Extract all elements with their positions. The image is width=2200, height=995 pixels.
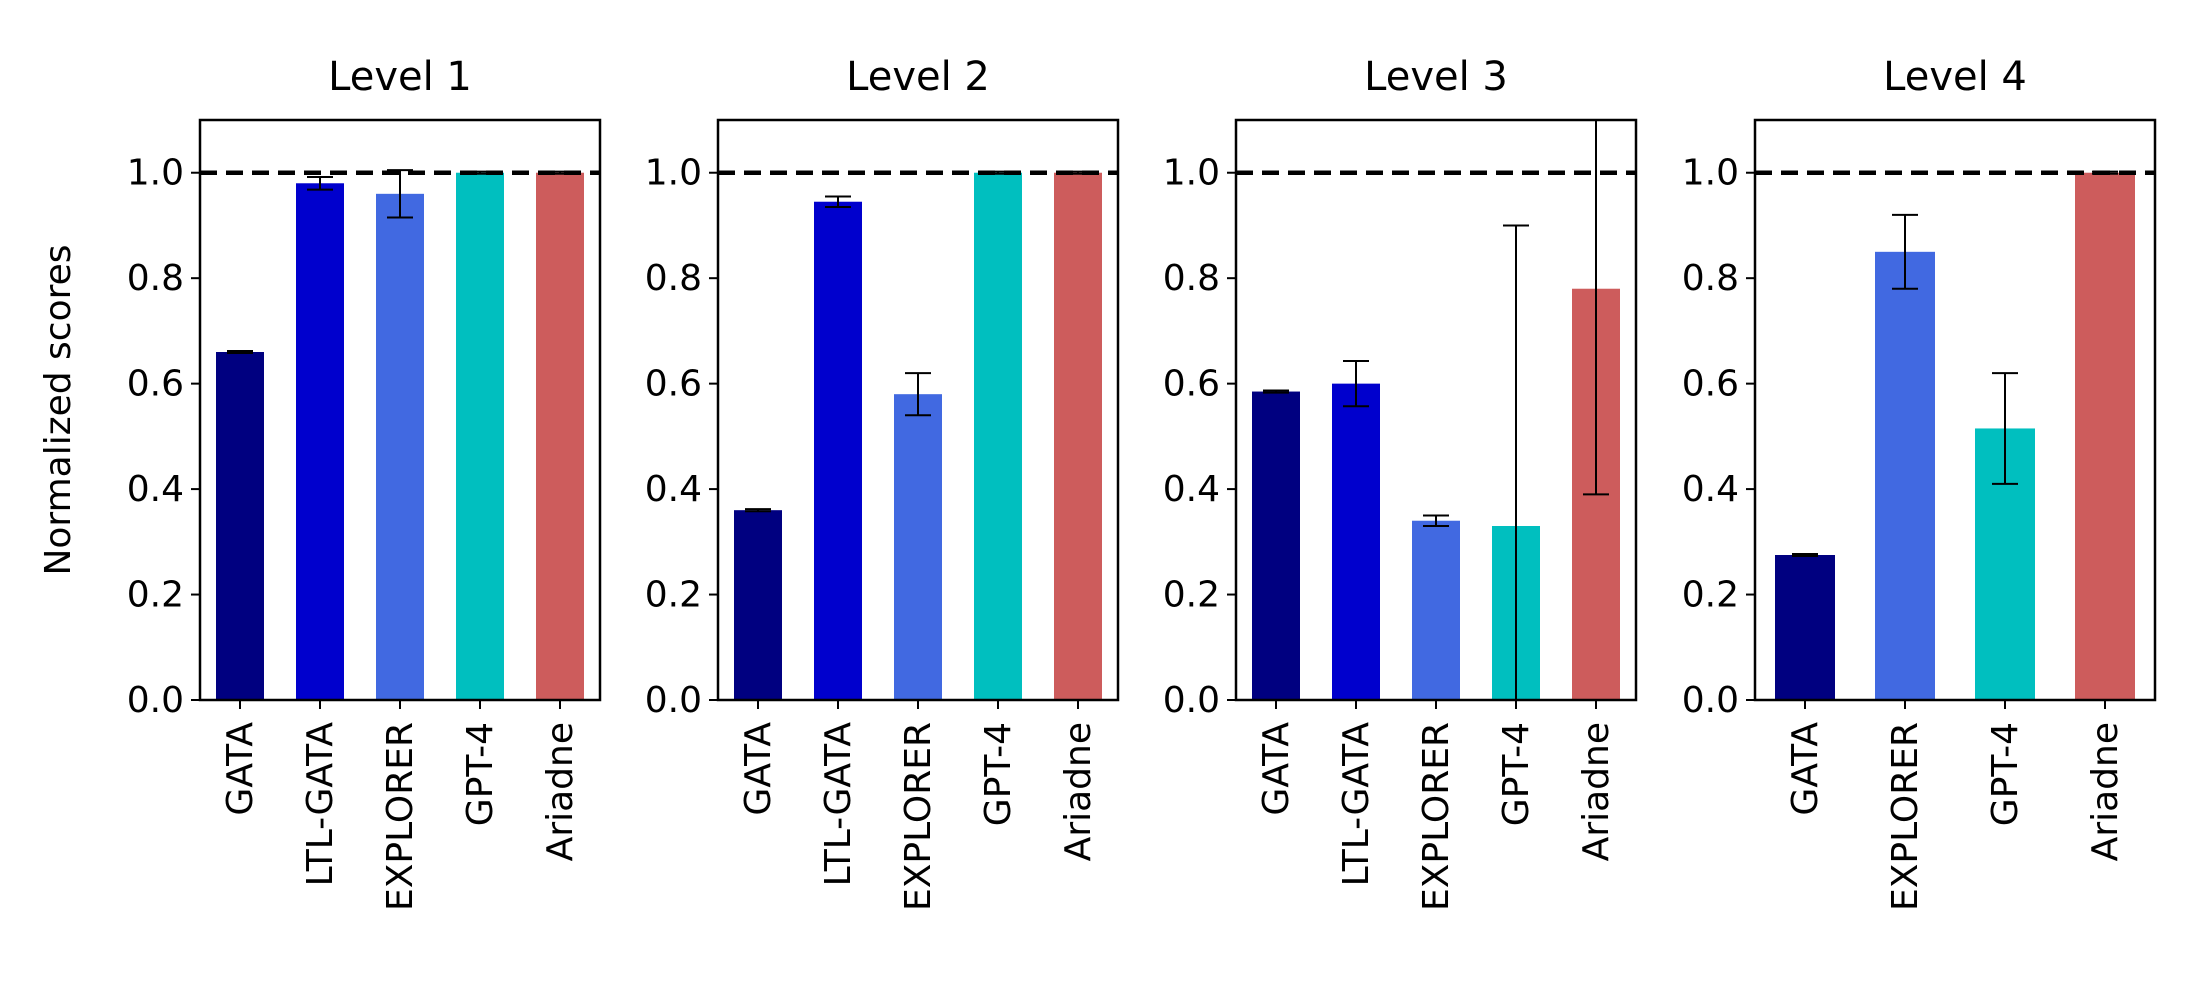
bar: [1054, 172, 1102, 700]
y-tick-label: 0.8: [1163, 258, 1220, 299]
y-tick-label: 0.4: [1682, 469, 1739, 510]
y-tick-label: 0.6: [645, 364, 702, 405]
y-tick-label: 0.2: [1163, 575, 1220, 616]
category-label: GPT-4: [1985, 722, 2026, 826]
category-label: Ariadne: [1058, 722, 1099, 861]
bar: [1875, 251, 1935, 700]
category-label: LTL-GATA: [1336, 722, 1377, 887]
category-label: GPT-4: [1496, 722, 1537, 826]
category-label: LTL-GATA: [300, 722, 341, 887]
bar: [894, 394, 942, 700]
y-tick-label: 0.2: [127, 575, 184, 616]
bar: [376, 193, 424, 700]
y-tick-label: 1.0: [645, 153, 702, 194]
bar: [216, 352, 264, 700]
category-label: Ariadne: [1576, 722, 1617, 861]
bar: [1332, 383, 1380, 700]
bar: [2075, 172, 2135, 700]
category-label: Ariadne: [540, 722, 581, 861]
bar: [536, 172, 584, 700]
category-label: GATA: [1785, 722, 1826, 816]
bar: [814, 201, 862, 700]
axes-frame: [1753, 118, 2157, 702]
chart-title: Level 1: [328, 54, 472, 100]
axes-frame: [716, 118, 1120, 702]
y-axis-label: Normalized scores: [38, 244, 79, 575]
axes-frame: [198, 118, 602, 702]
bar: [456, 172, 504, 700]
y-tick-label: 0.8: [645, 258, 702, 299]
y-tick-label: 0.2: [645, 575, 702, 616]
category-label: GPT-4: [978, 722, 1019, 826]
y-tick-label: 1.0: [1163, 153, 1220, 194]
y-tick-label: 1.0: [127, 153, 184, 194]
bar: [296, 183, 344, 701]
axes-frame: [1234, 118, 1638, 702]
category-label: GATA: [738, 722, 779, 816]
category-label: GATA: [220, 722, 261, 816]
category-label: GATA: [1256, 722, 1297, 816]
y-tick-label: 0.6: [1682, 364, 1739, 405]
bar: [1252, 391, 1300, 700]
category-label: EXPLORER: [898, 722, 939, 911]
y-tick-label: 0.0: [645, 680, 702, 721]
bar: [734, 510, 782, 700]
y-tick-label: 0.8: [127, 258, 184, 299]
category-label: Ariadne: [2085, 722, 2126, 861]
y-tick-label: 0.4: [645, 469, 702, 510]
category-label: GPT-4: [460, 722, 501, 826]
y-tick-label: 0.0: [1163, 680, 1220, 721]
y-tick-label: 0.2: [1682, 575, 1739, 616]
y-tick-label: 0.6: [127, 364, 184, 405]
y-tick-label: 1.0: [1682, 153, 1739, 194]
y-tick-label: 0.0: [127, 680, 184, 721]
y-tick-label: 0.4: [127, 469, 184, 510]
category-label: EXPLORER: [1885, 722, 1926, 911]
category-label: EXPLORER: [380, 722, 421, 911]
chart-title: Level 2: [846, 54, 990, 100]
chart-title: Level 3: [1364, 54, 1508, 100]
y-tick-label: 0.6: [1163, 364, 1220, 405]
bar: [1412, 520, 1460, 700]
y-tick-label: 0.0: [1682, 680, 1739, 721]
y-tick-label: 0.8: [1682, 258, 1739, 299]
bar: [974, 172, 1022, 700]
category-label: LTL-GATA: [818, 722, 859, 887]
bar: [1775, 555, 1835, 700]
category-label: EXPLORER: [1416, 722, 1457, 911]
chart-title: Level 4: [1883, 54, 2027, 100]
y-tick-label: 0.4: [1163, 469, 1220, 510]
